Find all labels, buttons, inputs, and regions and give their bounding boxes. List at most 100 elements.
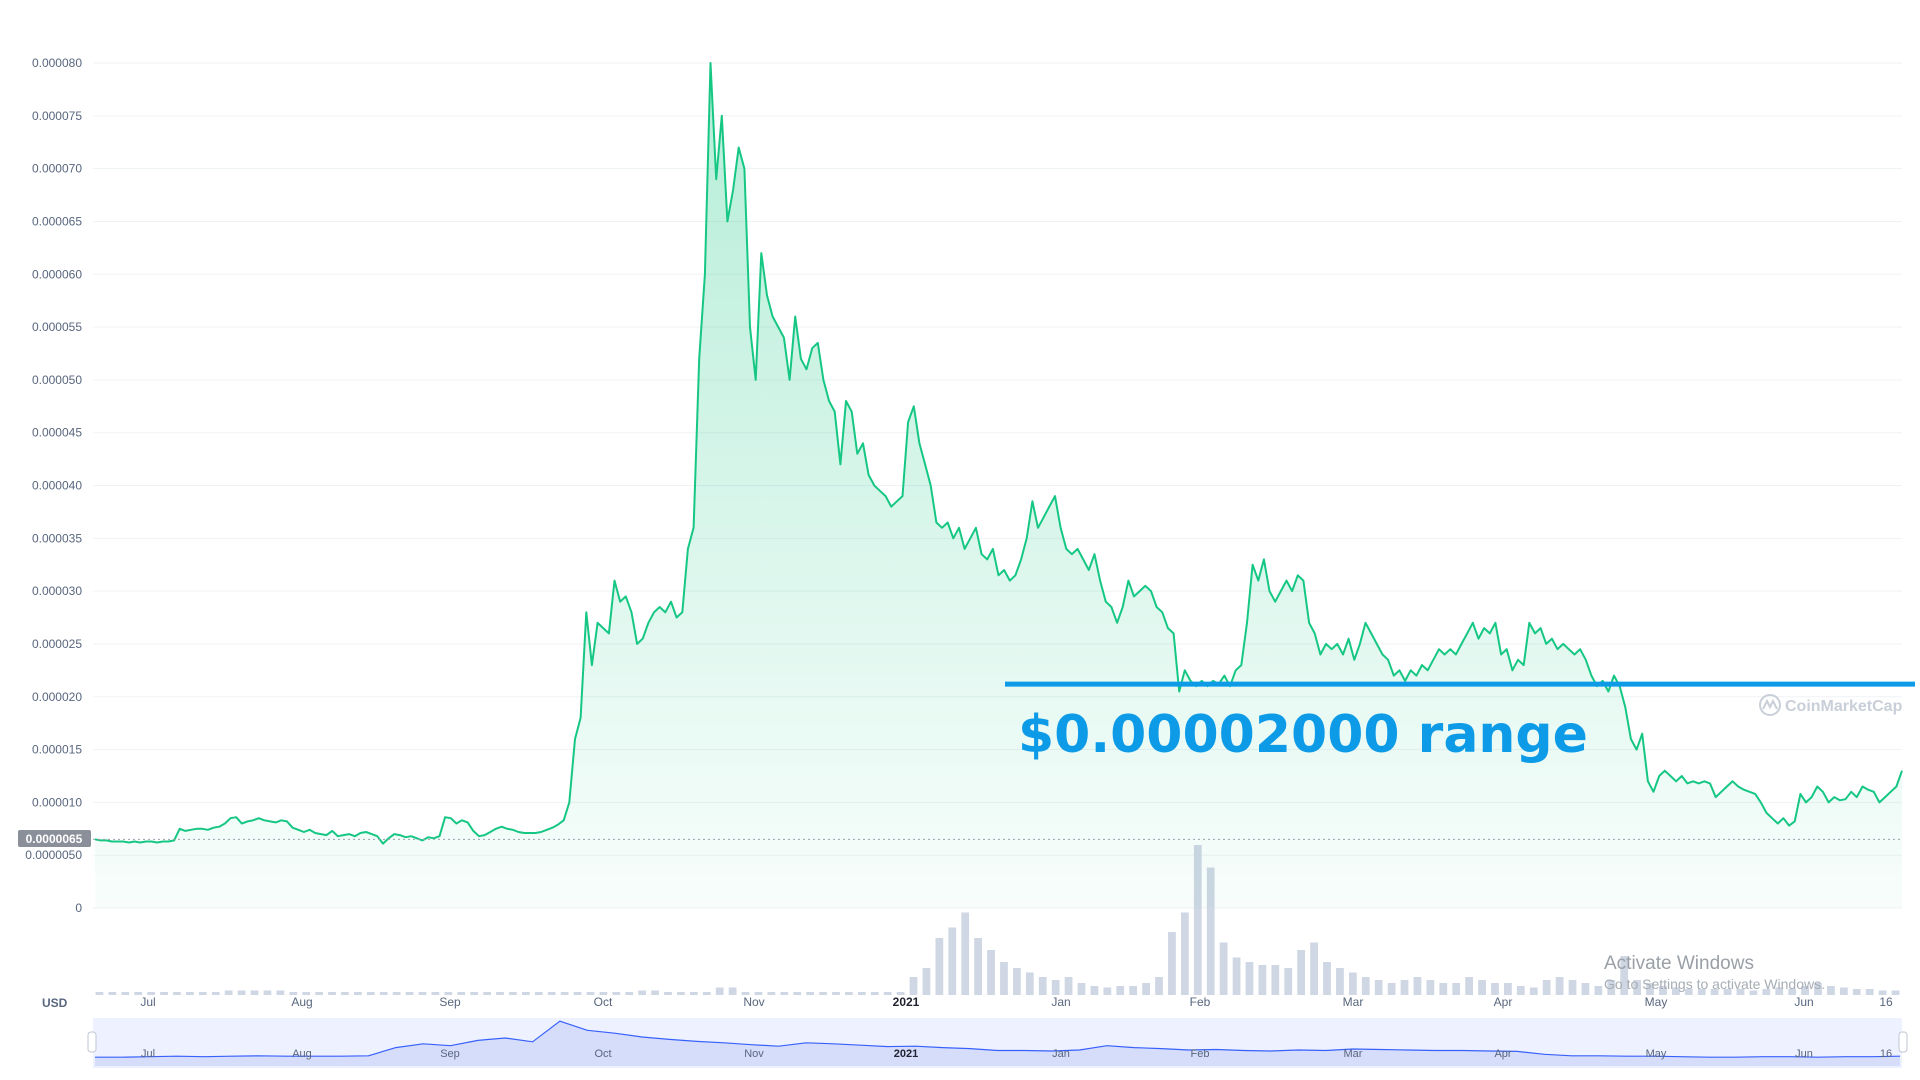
volume-bar: [250, 990, 259, 995]
navigator-labels: Jul Aug Sep Oct Nov 2021 Jan Feb Mar Apr May Jun 16: [141, 1048, 1892, 1060]
volume-bar: [1891, 990, 1900, 995]
volume-bar: [1555, 977, 1564, 995]
navigator-tick-label: May: [1646, 1048, 1667, 1060]
x-tick-label: 16: [1879, 995, 1893, 1009]
volume-bar: [870, 992, 879, 995]
volume-bar: [405, 992, 414, 995]
currency-label: USD: [42, 996, 68, 1010]
y-tick-label: 0.000050: [32, 373, 82, 387]
volume-bar: [1684, 989, 1693, 995]
y-tick-label: 0.000035: [32, 531, 82, 545]
y-tick-label: 0.000060: [32, 267, 82, 281]
volume-bar: [1077, 983, 1086, 995]
volume-bar: [1465, 977, 1474, 995]
volume-bar: [160, 992, 168, 995]
navigator-path: [95, 1020, 1901, 1058]
volume-bar: [1697, 989, 1706, 995]
navigator-tick-label: Apr: [1494, 1048, 1511, 1060]
activate-windows-notice: Activate Windows Go to Settings to activ…: [1604, 953, 1825, 992]
volume-bar: [1529, 987, 1538, 995]
navigator-area: [95, 1021, 1900, 1066]
volume-bar: [1646, 983, 1654, 995]
volume-bar: [534, 992, 543, 995]
volume-bar: [754, 992, 763, 995]
volume-bar: [1038, 977, 1047, 995]
volume-bar: [1607, 980, 1616, 995]
x-tick-label: Jan: [1051, 995, 1070, 1009]
volume-bar: [1659, 986, 1667, 995]
navigator-tick-label: Mar: [1344, 1048, 1363, 1060]
volume-bar: [121, 992, 130, 995]
coinmarketcap-logo-mark: [1762, 698, 1778, 710]
volume-bar: [1633, 980, 1641, 995]
volume-bar: [1297, 950, 1306, 995]
volume-bar: [909, 977, 918, 995]
volume-bar: [806, 992, 815, 995]
volume-bar: [780, 992, 789, 995]
volume-bar: [483, 992, 491, 995]
navigator-tick-label: Jun: [1795, 1048, 1813, 1060]
volume-bar: [366, 992, 375, 995]
y-tick-label: 0.000075: [32, 109, 82, 123]
volume-bar: [1387, 983, 1396, 995]
y-tick-label: 0.000020: [32, 690, 82, 704]
volume-bar: [1310, 942, 1318, 995]
volume-bar: [1336, 968, 1344, 995]
navigator-left-handle[interactable]: [87, 1031, 97, 1053]
y-tick-label: 0.000010: [32, 795, 82, 809]
volume-bars: [95, 845, 1900, 995]
volume-bar: [1413, 977, 1422, 995]
volume-bar: [1865, 989, 1874, 995]
volume-bar: [302, 992, 311, 995]
navigator-right-handle[interactable]: [1898, 1031, 1908, 1053]
y-tick-label: 0: [75, 901, 82, 915]
volume-bar: [289, 992, 298, 995]
volume-bar: [1568, 980, 1577, 995]
watermark: CoinMarketCap: [1759, 694, 1903, 716]
volume-bar: [573, 992, 582, 995]
volume-bar: [1736, 989, 1745, 995]
navigator[interactable]: Jul Aug Sep Oct Nov 2021 Jan Feb Mar Apr May Jun 16: [87, 1018, 1908, 1068]
volume-bar: [741, 992, 750, 995]
volume-bar: [1064, 977, 1073, 995]
navigator-tick-label: Nov: [744, 1048, 764, 1060]
volume-bar: [1814, 983, 1822, 995]
y-tick-label: 0.000030: [32, 584, 82, 598]
volume-bar: [1620, 956, 1629, 995]
volume-bar: [1594, 986, 1603, 995]
volume-bar: [1452, 983, 1461, 995]
navigator-tick-label: Aug: [292, 1048, 312, 1060]
volume-bar: [509, 992, 517, 995]
volume-bar: [379, 992, 388, 995]
navigator-tick-label: Sep: [440, 1048, 460, 1060]
activate-windows-subtitle: Go to Settings to activate Windows.: [1604, 976, 1825, 992]
navigator-tick-label: Jan: [1052, 1048, 1070, 1060]
volume-bar: [935, 938, 944, 995]
volume-bar: [1400, 980, 1409, 995]
volume-bar: [1025, 972, 1034, 995]
volume-bar: [612, 992, 621, 995]
volume-bar: [1723, 989, 1732, 995]
volume-bar: [1219, 942, 1228, 995]
volume-bar: [1245, 962, 1254, 995]
volume-bar: [1103, 987, 1112, 995]
y-tick-label: 0.000055: [32, 320, 82, 334]
volume-bar: [974, 938, 982, 995]
x-tick-label: Aug: [291, 995, 312, 1009]
volume-bar: [276, 990, 285, 995]
volume-bar: [1129, 986, 1138, 995]
x-axis: Jul Aug Sep Oct Nov 2021 Jan Feb Mar Apr May Jun 16: [140, 995, 1893, 1009]
volume-bar: [1542, 980, 1551, 995]
volume-bar: [1801, 986, 1809, 995]
volume-bar: [896, 992, 905, 995]
volume-bar: [457, 992, 466, 995]
volume-bar: [961, 912, 970, 995]
volume-bar: [689, 992, 698, 995]
volume-bar: [1426, 980, 1435, 995]
volume-bar: [186, 992, 194, 995]
volume-bar: [1581, 983, 1590, 995]
volume-bar: [1090, 986, 1099, 995]
volume-bar: [1671, 987, 1680, 995]
volume-bar: [108, 992, 117, 995]
